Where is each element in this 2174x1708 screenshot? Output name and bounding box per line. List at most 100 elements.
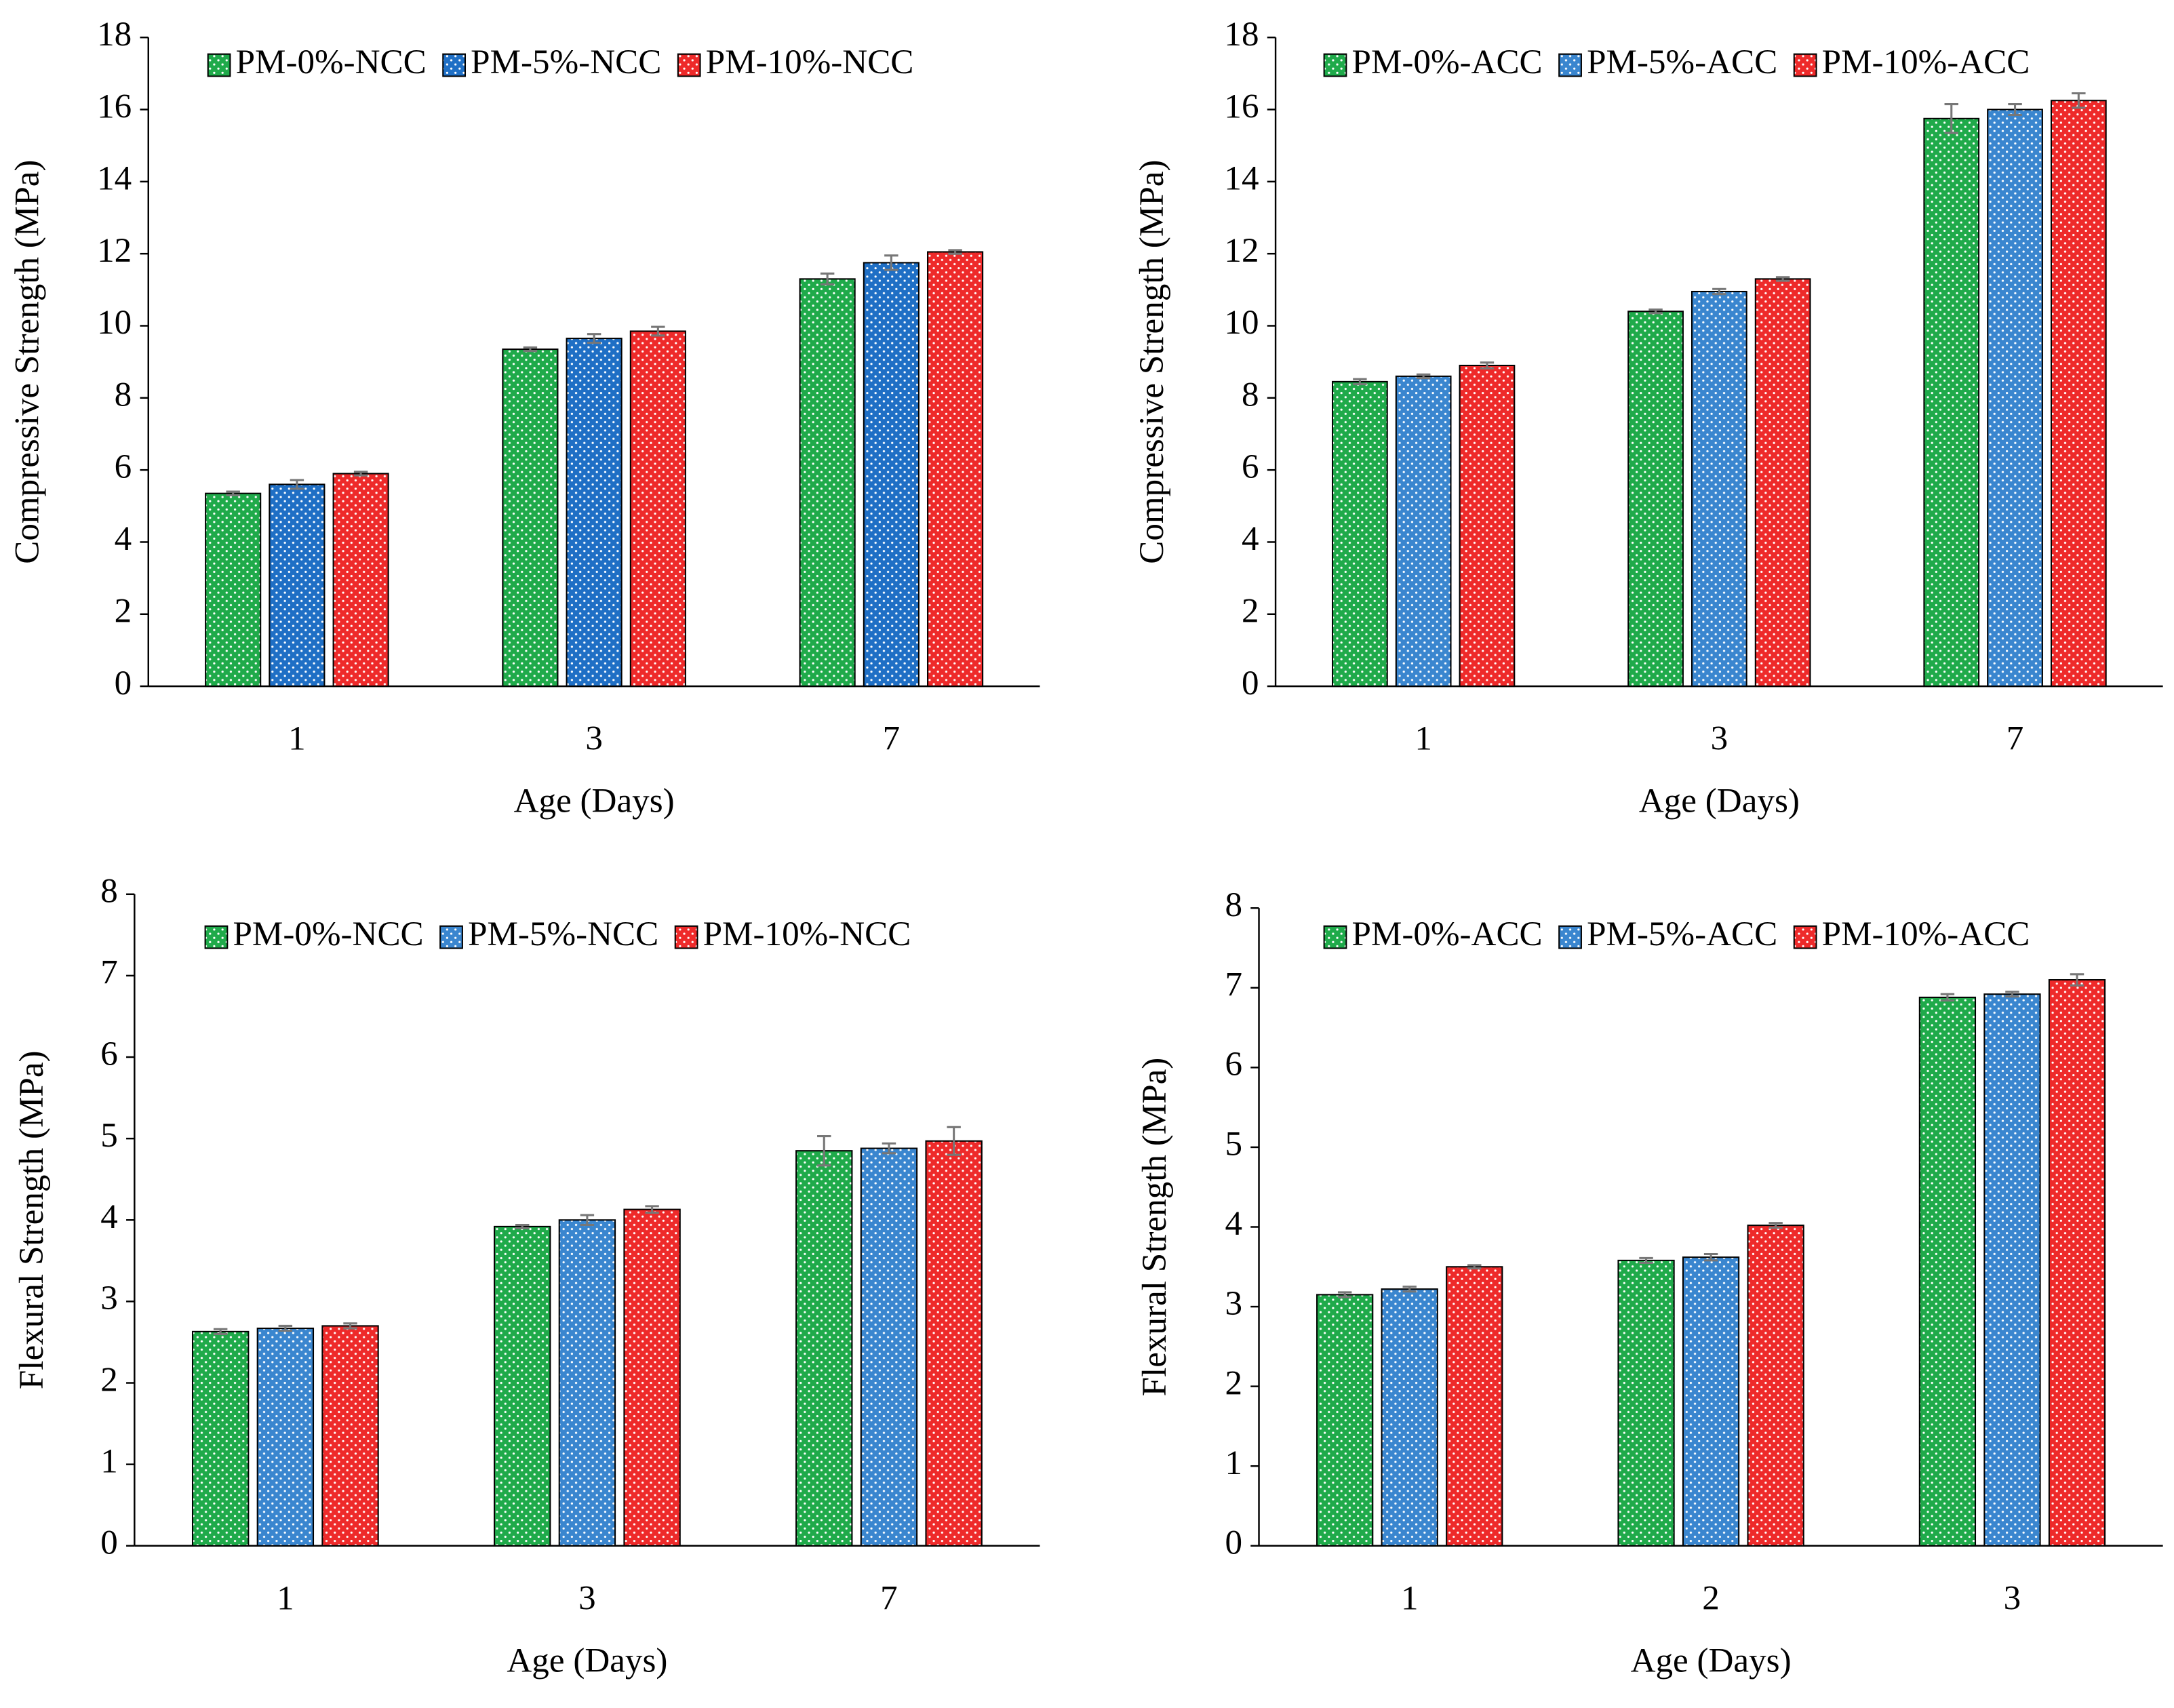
bar <box>1918 996 1977 1547</box>
bar <box>1987 108 2043 688</box>
legend-label: PM-5%-ACC <box>1587 915 1777 953</box>
bar <box>191 1330 250 1547</box>
error-bar <box>1703 1252 1718 1262</box>
x-tick-label: 3 <box>578 1578 596 1617</box>
y-axis-title: Compressive Strength (MPa) <box>1132 160 1171 564</box>
bar <box>1754 278 1811 688</box>
legend-label: PM-0%-ACC <box>1352 43 1543 81</box>
y-tick-label: 5 <box>100 1116 118 1155</box>
y-tick-label: 4 <box>1225 1204 1242 1243</box>
legend-swatch <box>1793 53 1817 77</box>
y-tick-label: 18 <box>97 15 132 54</box>
y-tick-label: 16 <box>1224 87 1259 125</box>
bar <box>502 349 559 688</box>
legend-label: PM-0%-ACC <box>1352 915 1543 953</box>
y-axis-title: Compressive Strength (MPa) <box>8 160 47 564</box>
error-bar <box>1480 361 1495 370</box>
bar <box>1923 117 1980 688</box>
legend-label: PM-5%-ACC <box>1587 43 1777 81</box>
bar <box>1691 290 1747 688</box>
y-tick-label: 10 <box>97 303 132 342</box>
bar <box>1316 1294 1374 1547</box>
legend-label: PM-0%-NCC <box>236 43 427 81</box>
legend-swatch <box>1558 925 1582 949</box>
error-bar <box>1467 1264 1482 1270</box>
error-bar <box>820 272 835 285</box>
error-bar <box>2008 103 2022 117</box>
error-bar <box>213 1328 228 1335</box>
x-tick-label: 3 <box>585 719 603 758</box>
y-tick-label: 0 <box>100 1524 118 1562</box>
bar <box>566 338 622 688</box>
error-bar <box>884 254 898 271</box>
error-bar <box>1944 103 1958 134</box>
y-tick-label: 3 <box>1225 1284 1242 1323</box>
y-tick-label: 0 <box>1225 1524 1242 1562</box>
bar <box>1381 1288 1438 1547</box>
x-tick-label: 7 <box>883 719 901 758</box>
y-tick-label: 18 <box>1224 15 1259 54</box>
x-tick-label: 1 <box>288 719 306 758</box>
y-tick-label: 12 <box>1224 231 1259 270</box>
bar <box>1446 1266 1503 1547</box>
legend-swatch <box>439 925 463 949</box>
y-tick-label: 8 <box>100 872 118 911</box>
error-bar <box>1337 1291 1352 1298</box>
y-tick-label: 1 <box>100 1442 118 1480</box>
error-bar <box>580 1214 595 1227</box>
y-tick-label: 2 <box>115 592 132 631</box>
error-bar <box>645 1205 659 1214</box>
bar <box>1395 375 1452 688</box>
bar <box>321 1325 379 1547</box>
bar <box>863 262 920 688</box>
x-axis-title: Age (Days) <box>1631 1641 1792 1680</box>
legend-label: PM-10%-NCC <box>703 915 911 953</box>
y-tick-label: 6 <box>115 448 132 486</box>
error-bar <box>278 1324 293 1332</box>
error-bar <box>947 1126 961 1156</box>
legend-label: PM-10%-ACC <box>1822 43 2030 81</box>
legend-swatch <box>207 53 231 77</box>
y-tick-label: 1 <box>1225 1444 1242 1482</box>
bar <box>1459 364 1516 688</box>
y-axis-title: Flexural Strength (MPa) <box>12 1050 51 1389</box>
y-tick-label: 6 <box>100 1035 118 1073</box>
bar <box>1747 1225 1804 1547</box>
error-bar <box>343 1322 357 1330</box>
error-bar <box>1768 1222 1783 1229</box>
error-bar <box>1940 993 1955 1002</box>
error-bar <box>817 1135 831 1167</box>
legend-swatch <box>674 925 698 949</box>
y-tick-label: 3 <box>100 1279 118 1317</box>
x-tick-label: 1 <box>277 1578 294 1617</box>
error-bar <box>1416 373 1431 380</box>
y-tick-label: 8 <box>1225 886 1242 924</box>
legend-swatch <box>1323 53 1347 77</box>
y-tick-label: 2 <box>100 1360 118 1399</box>
y-tick-label: 0 <box>115 664 132 702</box>
bar <box>558 1219 616 1547</box>
error-bar <box>1648 309 1663 315</box>
x-tick-label: 1 <box>1401 1578 1419 1617</box>
x-tick-label: 7 <box>880 1578 898 1617</box>
y-tick-label: 6 <box>1225 1045 1242 1084</box>
y-tick-label: 4 <box>100 1197 118 1236</box>
y-tick-label: 2 <box>1242 592 1259 631</box>
y-tick-label: 14 <box>1224 159 1259 198</box>
bar <box>1983 993 2041 1547</box>
y-tick-label: 12 <box>97 231 132 270</box>
y-tick-label: 14 <box>97 159 132 198</box>
bar <box>269 483 325 688</box>
legend-label: PM-10%-NCC <box>706 43 914 81</box>
error-bar <box>2072 92 2086 109</box>
x-tick-label: 3 <box>2004 1578 2021 1617</box>
y-tick-label: 7 <box>100 953 118 992</box>
error-bar <box>1775 276 1790 282</box>
bar <box>629 330 686 688</box>
bar <box>1617 1259 1675 1547</box>
y-tick-label: 8 <box>1242 376 1259 414</box>
bar <box>925 1140 983 1547</box>
legend-label: PM-5%-NCC <box>468 915 658 953</box>
